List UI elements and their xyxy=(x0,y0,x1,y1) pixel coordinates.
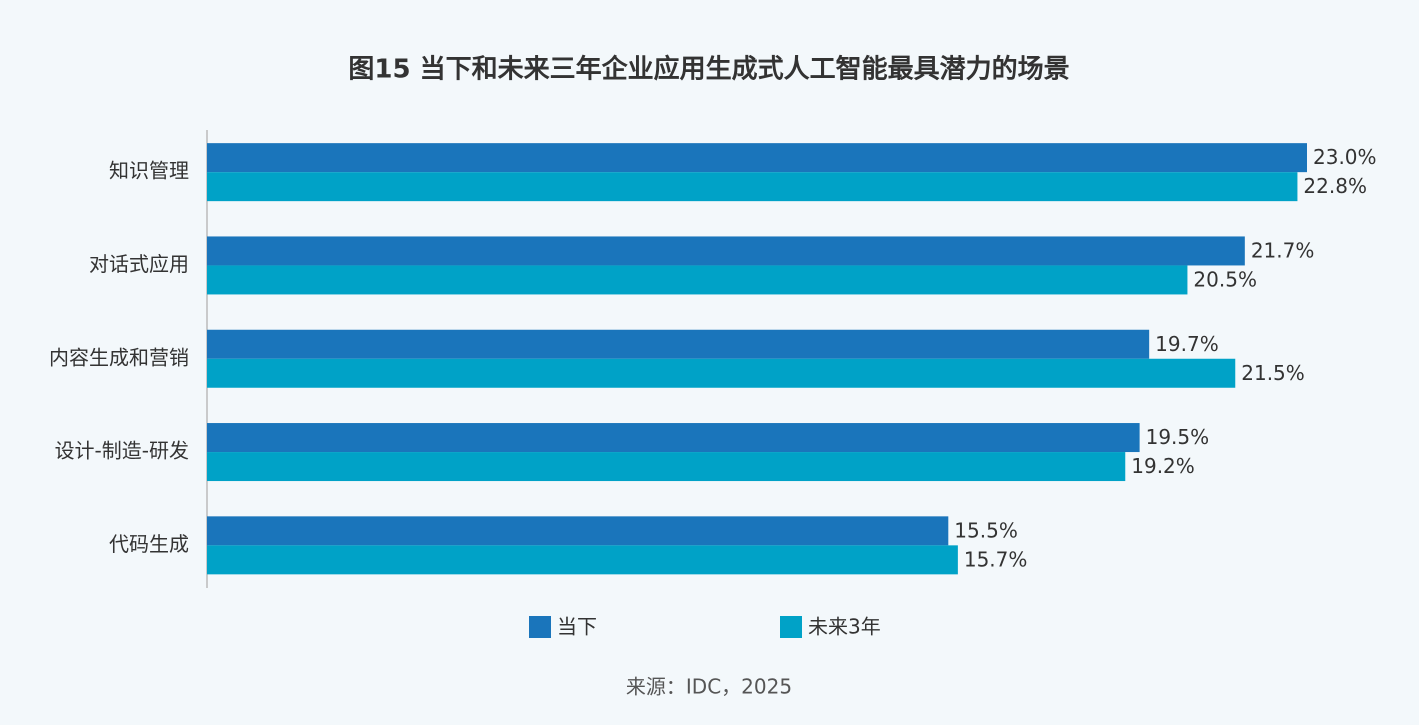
legend-label: 未来3年 xyxy=(808,615,881,639)
value-label: 21.5% xyxy=(1241,361,1305,385)
value-label: 23.0% xyxy=(1313,145,1377,169)
bar xyxy=(207,236,1245,266)
legend-swatch xyxy=(780,616,802,638)
bar xyxy=(207,172,1298,202)
bar xyxy=(207,329,1150,359)
chart-title: 图15 当下和未来三年企业应用生成式人工智能最具潜力的场景 xyxy=(348,54,1069,85)
value-label: 20.5% xyxy=(1193,267,1257,291)
value-label: 21.7% xyxy=(1251,238,1315,262)
y-tick-label: 内容生成和营销 xyxy=(49,345,189,369)
source-note: 来源：IDC，2025 xyxy=(626,675,792,699)
bar xyxy=(207,545,958,575)
bar xyxy=(207,452,1126,482)
bar xyxy=(207,358,1236,388)
value-label: 22.8% xyxy=(1303,174,1367,198)
value-label: 15.5% xyxy=(954,518,1018,542)
value-label: 15.7% xyxy=(964,547,1028,571)
y-tick-label: 对话式应用 xyxy=(89,252,189,276)
bar xyxy=(207,143,1307,173)
y-tick-label: 代码生成 xyxy=(109,532,189,556)
bar xyxy=(207,423,1140,453)
value-label: 19.5% xyxy=(1146,425,1210,449)
bar xyxy=(207,516,949,546)
y-tick-label: 设计-制造-研发 xyxy=(55,439,189,463)
value-label: 19.2% xyxy=(1131,454,1195,478)
y-tick-label: 知识管理 xyxy=(109,159,189,183)
legend-swatch xyxy=(529,616,551,638)
bar xyxy=(207,265,1188,295)
value-label: 19.7% xyxy=(1155,332,1219,356)
legend-label: 当下 xyxy=(557,615,597,639)
